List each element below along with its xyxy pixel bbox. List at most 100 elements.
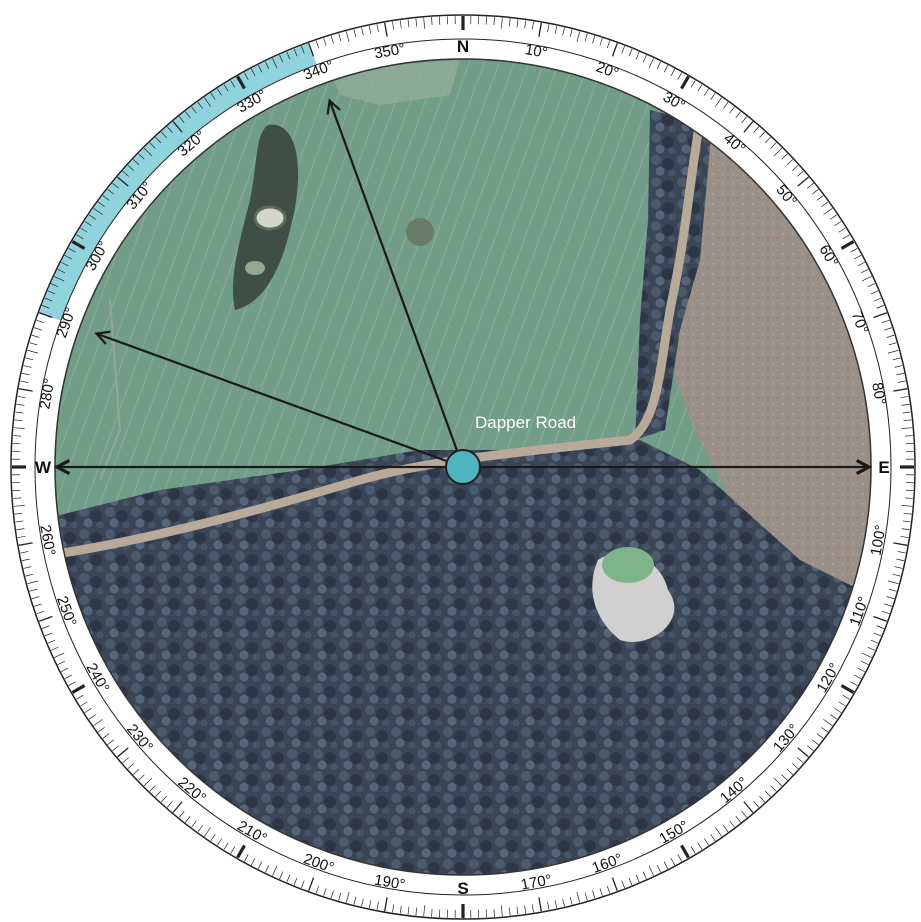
degree-tick (27, 349, 39, 354)
degree-tick (764, 136, 771, 144)
degree-tick (842, 234, 850, 240)
degree-label: 70° (848, 309, 872, 336)
degree-tick (155, 136, 162, 144)
degree-tick (149, 785, 156, 792)
degree-tick (797, 170, 804, 177)
degree-tick (18, 542, 33, 546)
degree-tick (599, 37, 603, 46)
degree-tick (538, 897, 542, 912)
degree-tick (143, 777, 153, 787)
degree-tick (117, 176, 129, 187)
degree-tick (41, 625, 50, 629)
bearing-arrows (53, 98, 873, 475)
degree-tick (531, 21, 534, 30)
degree-tick (102, 733, 110, 739)
bearing-highlight-band (39, 43, 317, 321)
degree-tick (904, 435, 913, 437)
degree-tick (88, 214, 96, 220)
degree-tick (112, 182, 119, 189)
degree-tick (330, 890, 334, 899)
degree-tick (741, 811, 748, 818)
degree-tick (160, 795, 167, 803)
degree-tick (576, 891, 581, 903)
degree-tick (236, 75, 246, 90)
degree-tick (17, 535, 26, 538)
degree-tick (876, 625, 885, 629)
degree-tick (840, 684, 855, 694)
degree-tick (33, 603, 42, 607)
degree-tick (286, 51, 291, 60)
degree-tick (743, 801, 754, 813)
degree-tick (887, 580, 899, 585)
degree-tick (376, 24, 379, 33)
degree-tick (20, 551, 29, 554)
degree-tick (166, 801, 173, 808)
degree-tick (407, 906, 410, 915)
degree-tick (884, 327, 893, 331)
degree-tick (127, 164, 135, 171)
degree-tick (493, 17, 495, 26)
degree-tick (703, 838, 709, 846)
degree-tick (132, 159, 140, 166)
degree-tick (569, 896, 573, 905)
degree-tick (185, 111, 191, 119)
degree-tick (904, 497, 913, 499)
degree-tick (838, 227, 846, 233)
degree-tick (807, 182, 814, 189)
degree-label: 20° (594, 59, 621, 83)
degree-tick (23, 566, 32, 569)
tree-clump (406, 218, 434, 246)
degree-tick (902, 411, 911, 414)
degree-tick (547, 24, 550, 33)
degree-tick (821, 727, 829, 733)
degree-tick (764, 790, 771, 798)
degree-tick (117, 747, 129, 758)
degree-tick (592, 35, 596, 44)
degree-tick (894, 566, 903, 569)
degree-tick (516, 19, 519, 28)
degree-tick (873, 312, 888, 319)
degree-tick (204, 97, 211, 107)
degree-tick (60, 667, 69, 673)
degree-tick (892, 357, 901, 361)
degree-tick (892, 573, 901, 577)
degree-tick (881, 319, 890, 324)
degree-tick (172, 801, 183, 813)
degree-tick (293, 48, 298, 57)
observer-location-marker[interactable] (445, 449, 481, 485)
degree-label: 190° (373, 872, 407, 894)
degree-tick (257, 861, 263, 870)
degree-tick (197, 825, 203, 833)
degree-tick (850, 681, 858, 686)
degree-label: 260° (36, 524, 58, 558)
degree-tick (867, 646, 876, 651)
degree-tick (272, 865, 278, 876)
degree-tick (107, 739, 115, 745)
degree-tick (57, 268, 65, 274)
degree-tick (132, 768, 140, 775)
degree-tick (628, 877, 633, 886)
degree-tick (670, 857, 676, 866)
degree-tick (13, 427, 25, 430)
degree-tick (743, 121, 754, 133)
degree-tick (223, 84, 229, 92)
degree-tick (861, 660, 869, 666)
degree-tick (149, 142, 156, 149)
degree-tick (155, 790, 162, 798)
degree-tick (84, 221, 92, 227)
degree-tick (315, 885, 320, 894)
degree-tick (250, 68, 256, 77)
degree-tick (31, 334, 40, 338)
degree-label: 10° (524, 41, 549, 62)
degree-tick (16, 403, 25, 406)
degree-tick (896, 372, 905, 376)
degree-tick (850, 248, 858, 253)
degree-label: 100° (868, 524, 890, 558)
degree-tick (723, 101, 729, 109)
degree-tick (217, 88, 223, 96)
degree-tick (88, 714, 96, 720)
degree-tick (901, 427, 913, 430)
cardinal-north: N (457, 37, 469, 56)
degree-tick (811, 189, 819, 195)
degree-tick (392, 904, 395, 913)
